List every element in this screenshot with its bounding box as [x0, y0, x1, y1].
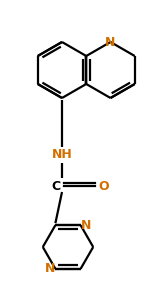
Text: C: C	[52, 180, 61, 192]
Text: NH: NH	[52, 149, 72, 162]
Text: N: N	[105, 35, 116, 48]
Text: N: N	[45, 262, 56, 275]
Text: N: N	[80, 219, 91, 232]
Text: O: O	[99, 180, 109, 192]
